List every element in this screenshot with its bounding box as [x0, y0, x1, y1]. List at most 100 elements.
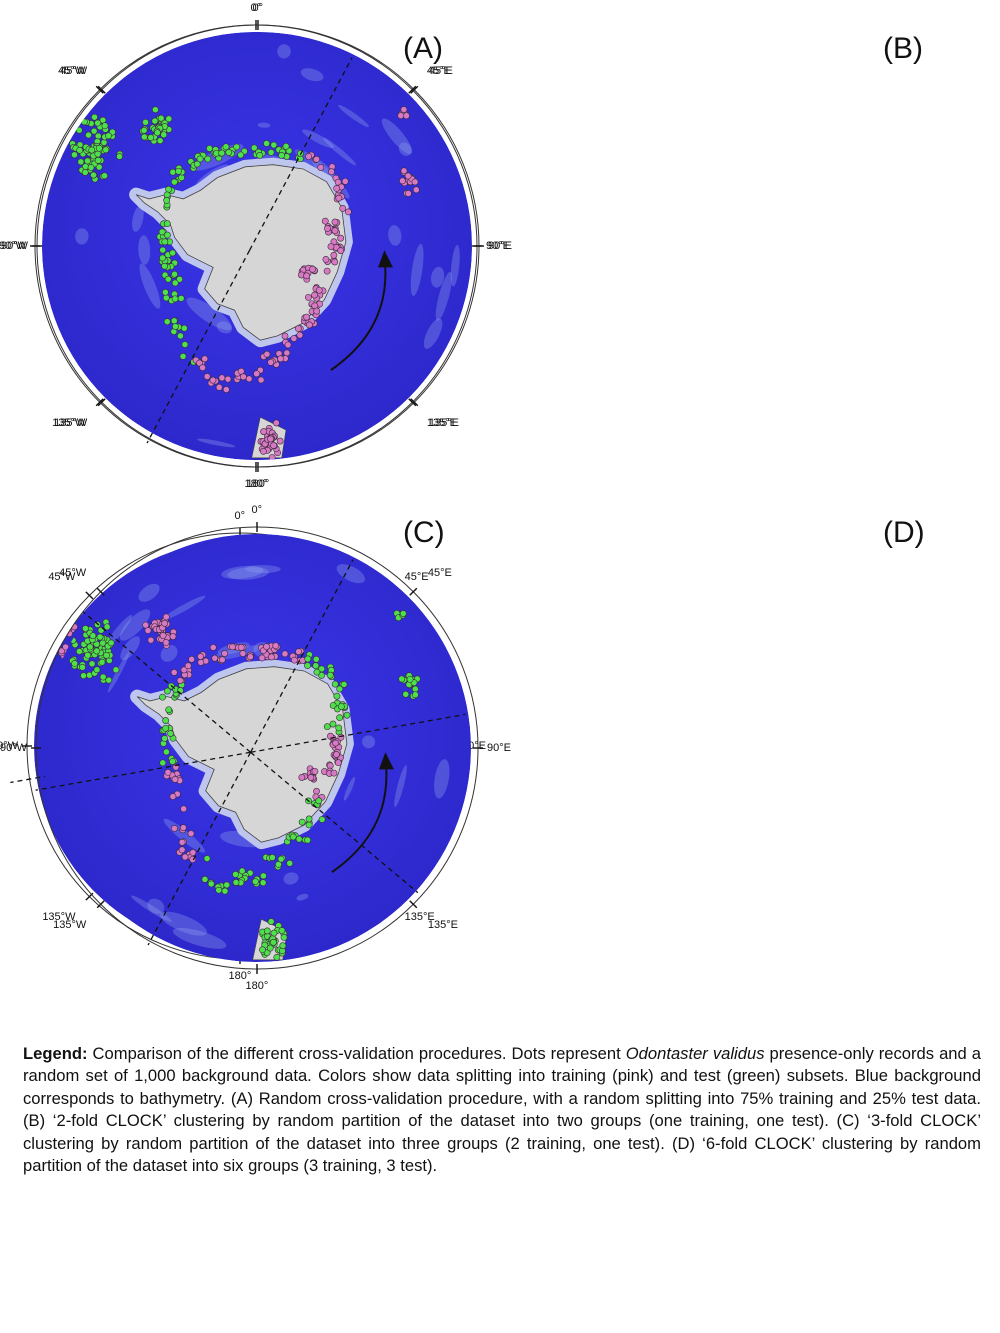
occurrence-point — [402, 690, 410, 698]
occurrence-point — [268, 454, 276, 460]
occurrence-point — [322, 255, 330, 263]
occurrence-point — [159, 759, 167, 767]
shelf-feature — [302, 129, 334, 148]
graticule-tick — [408, 398, 417, 407]
occurrence-point — [233, 143, 241, 151]
occurrence-point — [179, 352, 187, 360]
occurrence-point — [267, 918, 275, 925]
occurrence-point — [295, 835, 303, 843]
occurrence-point — [88, 146, 96, 154]
occurrence-point — [259, 946, 266, 954]
graticule-tick — [96, 900, 105, 909]
occurrence-point — [399, 177, 406, 185]
occurrence-point — [171, 279, 179, 287]
shelf-feature — [394, 765, 407, 808]
shelf-feature — [160, 645, 178, 662]
arrow-head — [377, 250, 393, 268]
occurrence-point — [312, 655, 320, 663]
occurrence-point — [240, 373, 247, 381]
occurrence-point — [199, 364, 206, 372]
occurrence-point — [323, 267, 331, 275]
occurrence-point — [326, 671, 334, 679]
occurrence-point — [277, 855, 285, 863]
occurrence-point — [332, 739, 340, 747]
occurrence-point — [162, 724, 170, 732]
occurrence-point — [171, 295, 179, 303]
degree-label-ne: 45°E — [404, 571, 429, 584]
occurrence-point — [103, 651, 110, 659]
occurrence-point — [96, 633, 104, 641]
occurrence-point — [94, 150, 102, 158]
occurrence-point — [98, 658, 106, 666]
occurrence-point — [304, 655, 312, 663]
shelf-feature — [283, 872, 299, 885]
occurrence-point — [272, 642, 280, 650]
occurrence-point — [177, 295, 185, 302]
shelf-feature — [244, 565, 281, 574]
occurrence-point — [82, 625, 89, 632]
occurrence-point — [333, 751, 340, 758]
fold-boundaries — [35, 559, 466, 946]
shelf-feature — [132, 205, 144, 232]
occurrence-point — [157, 114, 165, 122]
degree-label-w: 90°W — [0, 740, 19, 752]
occurrence-point — [160, 131, 168, 139]
occurrence-point — [170, 317, 178, 325]
graticule-tick — [97, 85, 106, 94]
occurrence-point — [338, 703, 345, 710]
occurrence-point — [276, 437, 284, 445]
occurrence-point — [404, 190, 412, 197]
graticule-tick — [97, 398, 106, 407]
occurrence-point — [327, 243, 335, 250]
occurrence-point — [260, 447, 267, 455]
graticule-tick — [408, 85, 417, 94]
map-body — [43, 534, 471, 962]
occurrence-point — [154, 129, 161, 137]
occurrence-point — [311, 767, 319, 775]
occurrence-point — [280, 934, 288, 941]
fold-boundary-line — [147, 751, 252, 946]
occurrence-point — [263, 927, 271, 935]
occurrence-point — [142, 118, 149, 126]
shelf-feature — [257, 122, 271, 128]
occurrence-point — [171, 776, 179, 783]
occurrence-point — [397, 112, 405, 120]
occurrence-point — [103, 623, 111, 631]
occurrence-point — [312, 662, 320, 670]
occurrence-point — [295, 648, 303, 656]
occurrence-point — [82, 163, 89, 170]
occurrence-point — [313, 307, 321, 315]
occurrence-point — [159, 632, 167, 639]
occurrence-point — [267, 358, 275, 366]
occurrence-point — [162, 717, 170, 724]
occurrence-point — [273, 953, 281, 961]
occurrence-point — [331, 258, 339, 266]
occurrence-point — [94, 157, 102, 164]
occurrence-point — [281, 332, 289, 340]
occurrence-point — [215, 886, 223, 894]
occurrence-point — [90, 171, 97, 179]
occurrence-point — [335, 194, 343, 202]
occurrence-point — [278, 152, 285, 159]
occurrence-point — [256, 152, 264, 159]
graticule-tick — [96, 587, 105, 596]
occurrence-point — [259, 879, 267, 887]
occurrence-point — [156, 137, 164, 145]
south-america-land — [34, 601, 64, 648]
occurrence-point — [162, 294, 170, 302]
occurrence-point — [169, 758, 176, 765]
occurrence-point — [270, 442, 278, 449]
occurrence-point — [152, 106, 159, 114]
clockwise-arrow — [330, 256, 387, 371]
occurrence-point — [169, 793, 177, 800]
occurrence-point — [336, 714, 344, 722]
shelf-feature — [336, 564, 366, 584]
panel-label-a: (A) — [403, 32, 443, 65]
degree-label-bottom: 180° — [244, 478, 268, 490]
occurrence-point — [331, 218, 339, 226]
occurrence-point — [147, 134, 155, 141]
shelf-feature — [196, 438, 236, 448]
occurrence-point — [218, 656, 226, 664]
fold-boundary-line — [250, 559, 354, 753]
occurrence-point — [93, 666, 101, 674]
